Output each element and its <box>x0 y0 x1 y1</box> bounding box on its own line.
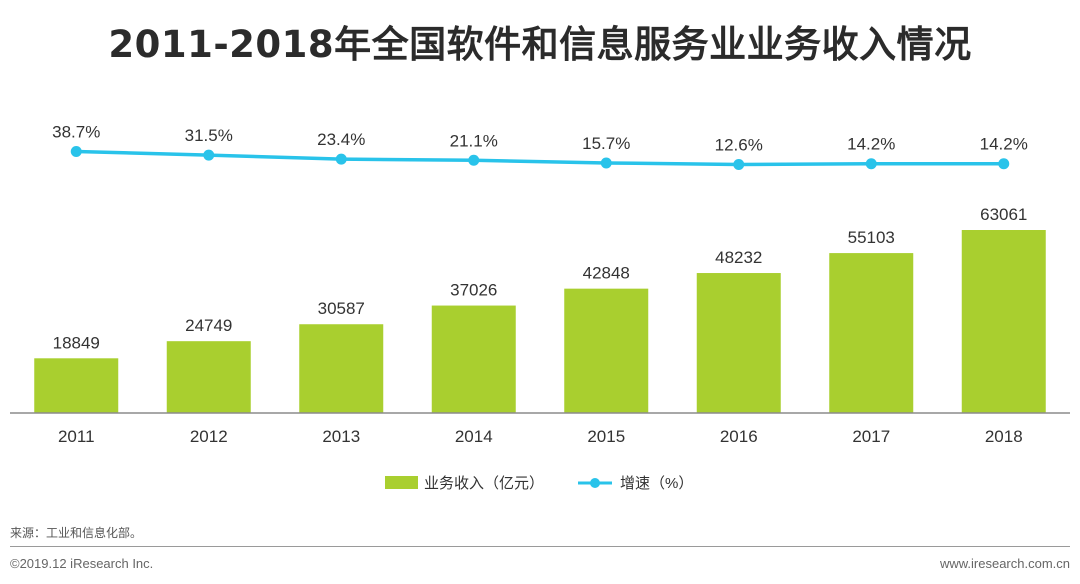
growth-point-2014 <box>468 154 480 166</box>
growth-line-layer: 38.7% 31.5% 23.4% 21.1% 15.7% 12.6% 14.2% 14.2% <box>52 123 1028 170</box>
bar-value-label-2011: 18849 <box>53 333 100 352</box>
footer-divider <box>10 546 1070 547</box>
growth-point-2016 <box>733 159 745 170</box>
chart-canvas: 18849 24749 30587 37026 42848 48232 55103 63061… <box>10 123 1070 492</box>
x-tick-label-2018: 2018 <box>985 427 1023 446</box>
bar-value-label-2018: 63061 <box>980 205 1027 224</box>
growth-label-2016: 12.6% <box>715 136 763 155</box>
website-link[interactable]: www.iresearch.com.cn <box>939 556 1070 571</box>
bar-value-label-2015: 42848 <box>583 264 630 283</box>
growth-point-2011 <box>70 146 82 157</box>
x-tick-label-2012: 2012 <box>190 427 228 446</box>
bar-2018 <box>961 230 1046 413</box>
bar-value-label-2014: 37026 <box>450 281 497 300</box>
bar-2016 <box>696 273 781 413</box>
growth-label-2017: 14.2% <box>847 135 895 154</box>
growth-point-2017 <box>865 158 877 170</box>
x-axis: 2011 2012 2013 2014 2015 2016 2017 2018 <box>10 412 1070 446</box>
legend: 业务收入（亿元） 增速（%） <box>385 475 693 492</box>
bar-value-label-2016: 48232 <box>715 248 762 267</box>
growth-point-2012 <box>203 149 215 161</box>
bar-2013 <box>299 324 384 413</box>
bars-layer: 18849 24749 30587 37026 42848 48232 55103 63061 <box>34 205 1046 413</box>
x-tick-label-2014: 2014 <box>455 427 493 446</box>
bar-value-label-2012: 24749 <box>185 316 232 335</box>
bar-2011 <box>34 358 119 413</box>
bar-2014 <box>431 305 516 413</box>
growth-label-2014: 21.1% <box>450 131 498 150</box>
growth-label-2011: 38.7% <box>52 123 100 142</box>
x-tick-label-2017: 2017 <box>852 427 890 446</box>
x-tick-label-2011: 2011 <box>58 427 95 446</box>
source-note: 来源：工业和信息化部。 <box>10 526 143 540</box>
legend-swatch-revenue <box>385 476 418 489</box>
growth-point-2018 <box>998 158 1010 170</box>
x-tick-label-2015: 2015 <box>587 427 625 446</box>
bar-2017 <box>829 253 914 413</box>
growth-point-2015 <box>600 157 612 169</box>
bar-2015 <box>564 288 649 413</box>
copyright-text: ©2019.12 iResearch Inc. <box>10 556 154 571</box>
growth-point-2013 <box>335 153 347 165</box>
growth-line <box>76 149 1004 167</box>
legend-label-growth: 增速（%） <box>620 475 693 492</box>
bar-value-label-2013: 30587 <box>318 299 365 318</box>
growth-label-2012: 31.5% <box>185 126 233 145</box>
x-tick-label-2013: 2013 <box>322 427 360 446</box>
bar-value-label-2017: 55103 <box>848 228 895 247</box>
growth-label-2015: 15.7% <box>582 134 630 153</box>
legend-label-revenue: 业务收入（亿元） <box>424 475 544 492</box>
bar-2012 <box>166 341 251 413</box>
legend-marker-growth <box>590 478 600 488</box>
growth-label-2018: 14.2% <box>980 135 1028 154</box>
growth-label-2013: 23.4% <box>317 130 365 149</box>
chart-title: 2011-2018年全国软件和信息服务业业务收入情况 <box>108 23 972 66</box>
x-tick-label-2016: 2016 <box>720 427 758 446</box>
